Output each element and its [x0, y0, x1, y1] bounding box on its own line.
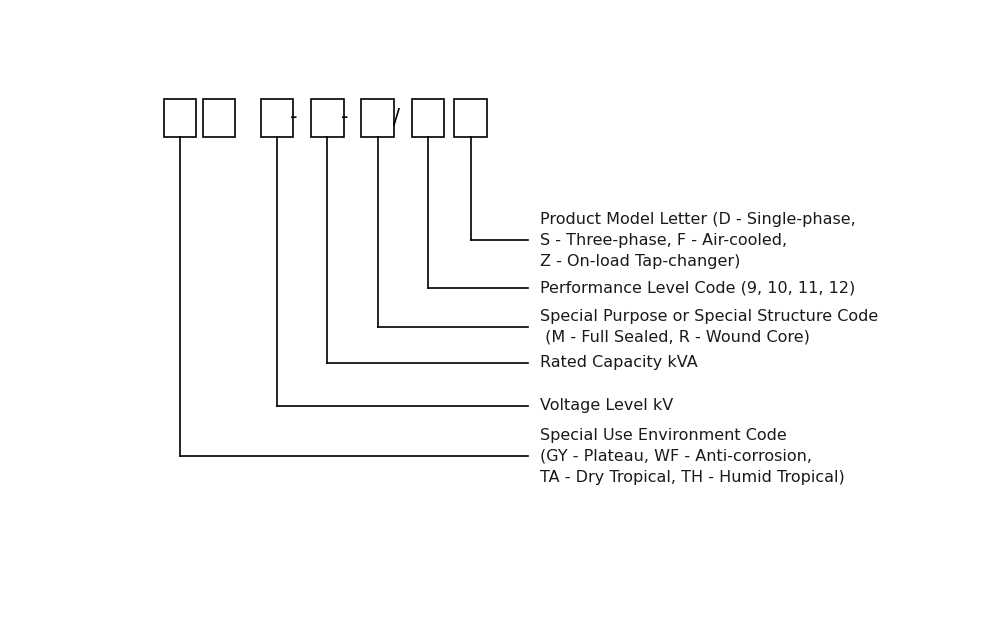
- Text: Voltage Level kV: Voltage Level kV: [540, 398, 673, 413]
- Text: -: -: [341, 107, 348, 127]
- Text: -: -: [290, 107, 298, 127]
- Text: Product Model Letter (D - Single-phase,
S - Three-phase, F - Air-cooled,
Z - On-: Product Model Letter (D - Single-phase, …: [540, 212, 855, 269]
- Text: Performance Level Code (9, 10, 11, 12): Performance Level Code (9, 10, 11, 12): [540, 281, 855, 296]
- Text: Special Purpose or Special Structure Code
 (M - Full Sealed, R - Wound Core): Special Purpose or Special Structure Cod…: [540, 308, 878, 345]
- Text: Special Use Environment Code
(GY - Plateau, WF - Anti-corrosion,
TA - Dry Tropic: Special Use Environment Code (GY - Plate…: [540, 427, 844, 485]
- Text: Rated Capacity kVA: Rated Capacity kVA: [540, 355, 697, 370]
- Text: /: /: [393, 108, 400, 128]
